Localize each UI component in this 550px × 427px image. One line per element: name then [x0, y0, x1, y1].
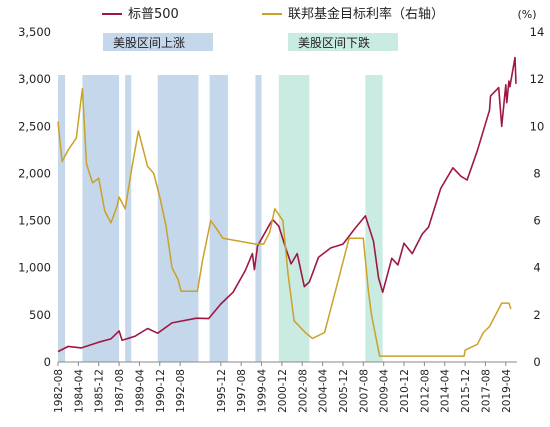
x-axis-tick-label: 2009-04: [379, 369, 391, 413]
left-axis-tick-label: 3,000: [18, 72, 51, 86]
legend-label: 标普500: [128, 7, 179, 22]
right-axis-unit: (%): [517, 8, 536, 21]
x-axis-tick-label: 1995-12: [216, 369, 228, 413]
x-axis-tick-label: 1992-08: [175, 369, 187, 413]
x-axis-tick-label: 1985-12: [94, 369, 106, 413]
sp500-line: [57, 56, 517, 353]
x-axis-tick-label: 2012-08: [419, 369, 431, 413]
right-axis-tick-label: 0: [533, 355, 540, 369]
left-axis-tick-label: 3,500: [18, 25, 51, 39]
left-axis-tick-label: 500: [29, 308, 51, 322]
x-axis-tick-label: 2017-08: [480, 369, 492, 413]
left-axis-tick-label: 2,500: [18, 119, 51, 133]
x-axis: 1982-08 1984-04 1985-12 1987-08 1989-04 1990-…: [53, 361, 517, 413]
right-axis-tick-label: 12: [530, 72, 545, 86]
right-axis-tick-label: 10: [530, 119, 545, 133]
x-axis-tick-label: 2010-12: [399, 369, 411, 413]
up-period-band: [209, 75, 228, 362]
left-axis-tick-label: 2,000: [18, 166, 51, 180]
x-axis-tick-label: 1999-04: [257, 369, 269, 413]
right-axis-tick-label: 8: [533, 166, 540, 180]
right-axis: 0 2 4 6 8 10 12 14: [530, 25, 545, 369]
legend: 标普500 联邦基金目标利率（右轴） 美股区间上涨 美股区间下跌: [102, 6, 444, 51]
legend-label: 美股区间下跌: [298, 35, 370, 50]
x-axis-tick-label: 2019-04: [501, 369, 513, 413]
right-axis-tick-label: 14: [530, 25, 545, 39]
up-period-band: [125, 75, 132, 362]
down-period-band: [365, 75, 383, 362]
x-axis-tick-label: 1990-12: [155, 369, 167, 413]
left-axis-tick-label: 0: [44, 355, 51, 369]
legend-label: 美股区间上涨: [113, 35, 185, 50]
series-lines: [57, 56, 517, 357]
up-period-band: [255, 75, 262, 362]
x-axis-tick-label: 1997-08: [236, 369, 248, 413]
x-axis-tick-label: 2002-08: [297, 369, 309, 413]
right-axis-tick-label: 6: [533, 214, 540, 228]
left-axis-tick-label: 1,000: [18, 261, 51, 275]
left-axis: 0 500 1,000 1,500 2,000 2,500 3,000 3,500: [18, 25, 51, 369]
x-axis-tick-label: 2004-04: [318, 369, 330, 413]
fed-funds-rate-line: [57, 87, 512, 357]
legend-label: 联邦基金目标利率（右轴）: [288, 6, 444, 22]
up-period-band: [82, 75, 120, 362]
x-axis-tick-label: 1989-04: [134, 369, 146, 413]
legend-swatch-box: [103, 33, 213, 51]
x-axis-tick-label: 2007-08: [358, 369, 370, 413]
x-axis-tick-label: 2014-04: [440, 369, 452, 413]
up-period-band: [58, 75, 66, 362]
x-axis-tick-label: 2000-12: [277, 369, 289, 413]
down-period-band: [278, 75, 310, 362]
x-axis-tick-label: 1984-04: [73, 369, 85, 413]
legend-swatch-box: [288, 33, 398, 51]
x-axis-tick-label: 2005-12: [338, 369, 350, 413]
right-axis-tick-label: 2: [533, 308, 540, 322]
left-axis-tick-label: 1,500: [18, 214, 51, 228]
x-axis-tick-label: 1982-08: [53, 369, 65, 413]
shaded-periods: [58, 75, 383, 362]
x-axis-tick-label: 2015-12: [460, 369, 472, 413]
right-axis-tick-label: 4: [533, 261, 540, 275]
x-axis-tick-label: 1987-08: [114, 369, 126, 413]
